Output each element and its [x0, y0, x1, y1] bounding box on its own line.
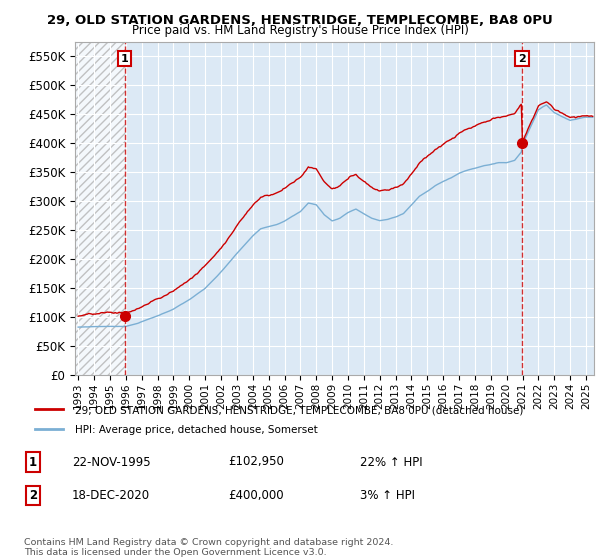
Line: HPI: Average price, detached house, Somerset: HPI: Average price, detached house, Some… — [78, 105, 593, 327]
Text: 1: 1 — [29, 455, 37, 469]
Text: 2: 2 — [518, 54, 526, 64]
Text: £400,000: £400,000 — [228, 489, 284, 502]
29, OLD STATION GARDENS, HENSTRIDGE, TEMPLECOMBE, BA8 0PU (detached house) — [589, 113, 596, 120]
29, OLD STATION GARDENS, HENSTRIDGE, TEMPLECOMBE, BA8 0PU (detached house) — [498, 114, 505, 120]
Text: Price paid vs. HM Land Registry's House Price Index (HPI): Price paid vs. HM Land Registry's House … — [131, 24, 469, 36]
HPI: Average price, detached house, Somerset: (2e+03, 9.03e+04): Average price, detached house, Somerset:… — [136, 320, 143, 326]
Text: 29, OLD STATION GARDENS, HENSTRIDGE, TEMPLECOMBE, BA8 0PU: 29, OLD STATION GARDENS, HENSTRIDGE, TEM… — [47, 14, 553, 27]
HPI: Average price, detached house, Somerset: (1.99e+03, 8.3e+04): Average price, detached house, Somerset:… — [74, 324, 82, 330]
29, OLD STATION GARDENS, HENSTRIDGE, TEMPLECOMBE, BA8 0PU (detached house) — [420, 156, 427, 162]
Text: 22% ↑ HPI: 22% ↑ HPI — [360, 455, 422, 469]
Text: 3% ↑ HPI: 3% ↑ HPI — [360, 489, 415, 502]
29, OLD STATION GARDENS, HENSTRIDGE, TEMPLECOMBE, BA8 0PU (detached house) — [460, 128, 467, 134]
29, OLD STATION GARDENS, HENSTRIDGE, TEMPLECOMBE, BA8 0PU (detached house) — [74, 313, 82, 320]
Text: 2: 2 — [29, 489, 37, 502]
HPI: Average price, detached house, Somerset: (2.02e+03, 4.66e+05): Average price, detached house, Somerset:… — [543, 101, 550, 108]
Text: HPI: Average price, detached house, Somerset: HPI: Average price, detached house, Some… — [75, 425, 317, 435]
29, OLD STATION GARDENS, HENSTRIDGE, TEMPLECOMBE, BA8 0PU (detached house) — [472, 123, 479, 129]
HPI: Average price, detached house, Somerset: (2.02e+03, 3.67e+05): Average price, detached house, Somerset:… — [498, 159, 505, 166]
Text: 1: 1 — [121, 54, 128, 64]
29, OLD STATION GARDENS, HENSTRIDGE, TEMPLECOMBE, BA8 0PU (detached house) — [440, 141, 447, 148]
Line: 29, OLD STATION GARDENS, HENSTRIDGE, TEMPLECOMBE, BA8 0PU (detached house): 29, OLD STATION GARDENS, HENSTRIDGE, TEM… — [78, 102, 593, 316]
Text: 29, OLD STATION GARDENS, HENSTRIDGE, TEMPLECOMBE, BA8 0PU (detached house): 29, OLD STATION GARDENS, HENSTRIDGE, TEM… — [75, 405, 523, 415]
Text: £102,950: £102,950 — [228, 455, 284, 469]
HPI: Average price, detached house, Somerset: (2.02e+03, 3.34e+05): Average price, detached house, Somerset:… — [440, 178, 447, 185]
Text: Contains HM Land Registry data © Crown copyright and database right 2024.
This d: Contains HM Land Registry data © Crown c… — [24, 538, 394, 557]
HPI: Average price, detached house, Somerset: (2.03e+03, 4.45e+05): Average price, detached house, Somerset:… — [589, 114, 596, 120]
Text: 22-NOV-1995: 22-NOV-1995 — [72, 455, 151, 469]
HPI: Average price, detached house, Somerset: (2.02e+03, 3.57e+05): Average price, detached house, Somerset:… — [472, 165, 479, 171]
29, OLD STATION GARDENS, HENSTRIDGE, TEMPLECOMBE, BA8 0PU (detached house) — [543, 99, 550, 105]
Text: 18-DEC-2020: 18-DEC-2020 — [72, 489, 150, 502]
HPI: Average price, detached house, Somerset: (2.01e+03, 3.13e+05): Average price, detached house, Somerset:… — [420, 190, 427, 197]
HPI: Average price, detached house, Somerset: (2.02e+03, 3.51e+05): Average price, detached house, Somerset:… — [460, 169, 467, 175]
29, OLD STATION GARDENS, HENSTRIDGE, TEMPLECOMBE, BA8 0PU (detached house) — [136, 305, 143, 312]
